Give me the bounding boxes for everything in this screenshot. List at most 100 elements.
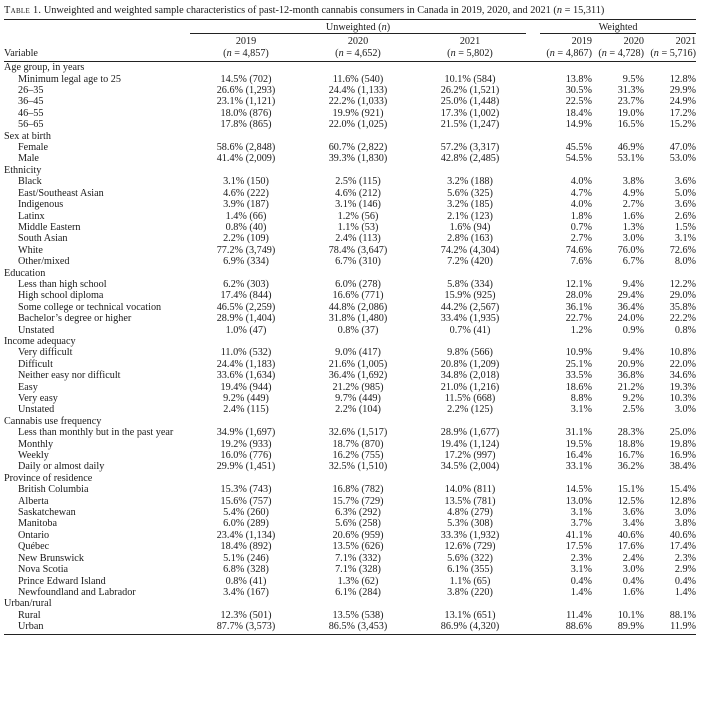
unweighted-cell: 42.8% (2,485) [440,153,500,165]
weighted-cell: 31.1% [565,427,593,439]
weighted-cell: 1.3% [622,221,645,233]
unweighted-cell: 25.0% (1,448) [440,96,500,108]
unweighted-cell: 3.2% (188) [447,176,493,188]
unweighted-cell: 0.8% (40) [225,221,267,233]
weighted-cell: 22.7% [565,313,593,325]
gap-cell [526,416,540,427]
weighted-cell: 40.6% [669,529,697,541]
weighted-cell: 11.4% [566,609,593,621]
table-row: Male 41.4% (2,009) 39.3% (1,830) 42.8% (2,4… [4,153,696,164]
weighted-cell: 25.0% [669,427,697,439]
table-row: White 77.2% (3,749) 78.4% (3,647) 74.2% (4,… [4,245,696,256]
weighted-cell: 47.0% [669,142,697,154]
row-label: Newfoundland and Labrador [18,586,136,598]
gap-cell [526,142,540,153]
row-label: Difficult [18,358,53,370]
unweighted-cell [414,336,526,347]
gap-cell [526,336,540,347]
gap-cell [526,359,540,370]
unweighted-cell: 7.1% (332) [335,552,381,564]
unweighted-cell: 24.4% (1,133) [328,85,388,97]
unweighted-cell: 6.0% (289) [223,518,269,530]
unweighted-cell: 15.7% (729) [332,495,384,507]
weighted-cell: 15.4% [669,484,697,496]
table-row: Neither easy nor difficult 33.6% (1,634) 3… [4,370,696,381]
weighted-cell: 34.6% [669,370,697,382]
unweighted-cell: 6.0% (278) [335,278,381,290]
weighted-cell: 19.8% [669,438,697,450]
unweighted-cell: 86.9% (4,320) [414,621,527,635]
gap-cell [526,382,540,393]
unweighted-cell: 2.8% (163) [447,233,493,245]
gap-cell [526,119,540,130]
weighted-cell [592,473,644,484]
table-caption: Table 1. Unweighted and weighted sample … [4,4,696,17]
row-label: Less than monthly but in the past year [18,427,174,439]
weighted-cell: 3.8% [622,176,645,188]
unweighted-cell: 33.6% (1,634) [216,370,276,382]
row-label: Prince Edward Island [18,575,106,587]
unweighted-cell [414,165,526,176]
table-row: Middle Eastern 0.8% (40) 1.1% (53) 1.6% (94… [4,222,696,233]
row-label: White [18,244,43,256]
weighted-cell: 36.2% [617,461,645,473]
row-label: High school diploma [18,290,104,302]
gap-cell [526,553,540,564]
unweighted-cell [190,62,302,74]
unweighted-cell: 16.8% (782) [332,484,384,496]
section-label: Age group, in years [4,62,85,74]
weighted-cell: 3.0% [674,507,697,519]
weighted-cell: 3.0% [622,233,645,245]
row-label: 26–35 [18,85,44,97]
weighted-cell: 35.8% [669,301,697,313]
unweighted-cell: 32.6% (1,517) [328,427,388,439]
weighted-cell: 0.9% [622,324,645,336]
unweighted-cell [302,473,414,484]
unweighted-cell: 19.2% (933) [220,438,272,450]
unweighted-cell: 17.2% (997) [444,450,496,462]
unweighted-cell: 20.6% (959) [332,529,384,541]
row-label: Bachelor’s degree or higher [18,313,132,325]
unweighted-cell: 11.0% (532) [220,347,272,359]
unweighted-cell: 16.0% (776) [220,450,272,462]
row-label: British Columbia [18,484,89,496]
unweighted-cell [190,268,302,279]
weighted-cell: 14.9% [565,119,593,131]
unweighted-cell: 12.3% (501) [220,609,272,621]
gap-cell [526,325,540,336]
weighted-cell [592,268,644,279]
table-row: Difficult 24.4% (1,183) 21.6% (1,005) 20.8%… [4,359,696,370]
weighted-cell: 30.5% [565,85,593,97]
weighted-cell: 28.0% [565,290,593,302]
weighted-cell: 1.4% [674,586,697,598]
unweighted-cell: 20.8% (1,209) [440,358,500,370]
row-label: Unstated [18,404,55,416]
unweighted-cell: 23.1% (1,121) [216,96,276,108]
unweighted-cell: 26.6% (1,293) [216,85,276,97]
gap-cell [526,564,540,575]
weighted-cell: 10.3% [669,393,697,404]
unweighted-cell: 12.6% (729) [444,541,496,553]
weighted-cell: 0.7% [570,221,593,233]
unweighted-cell: 5.1% (246) [223,552,269,564]
unweighted-cell: 46.5% (2,259) [216,301,276,313]
weighted-cell: 10.8% [669,347,697,359]
row-label: Daily or almost daily [18,461,105,473]
unweighted-cell: 1.6% (94) [449,221,491,233]
gap-cell [526,165,540,176]
header-gap [526,34,540,48]
table-row: Unstated 1.0% (47) 0.8% (37) 0.7% (41) 1.2% 0… [4,325,696,336]
weighted-cell: 2.9% [674,564,697,576]
gap-cell [526,279,540,290]
weighted-cell: 8.0% [674,256,697,268]
table-row: Québec 18.4% (892) 13.5% (626) 12.6% (729) 1… [4,541,696,552]
row-label: Very difficult [18,347,73,359]
table-row: Black 3.1% (150) 2.5% (115) 3.2% (188) 4.0% 3… [4,176,696,187]
section-row: Urban/rural [4,598,696,609]
gap-cell [526,85,540,96]
weighted-cell: 4.7% [570,187,593,199]
unweighted-cell: 14.0% (811) [444,484,496,496]
gap-cell [526,153,540,164]
section-label: Education [4,267,46,279]
table-row: British Columbia 15.3% (743) 16.8% (782) 14… [4,484,696,495]
